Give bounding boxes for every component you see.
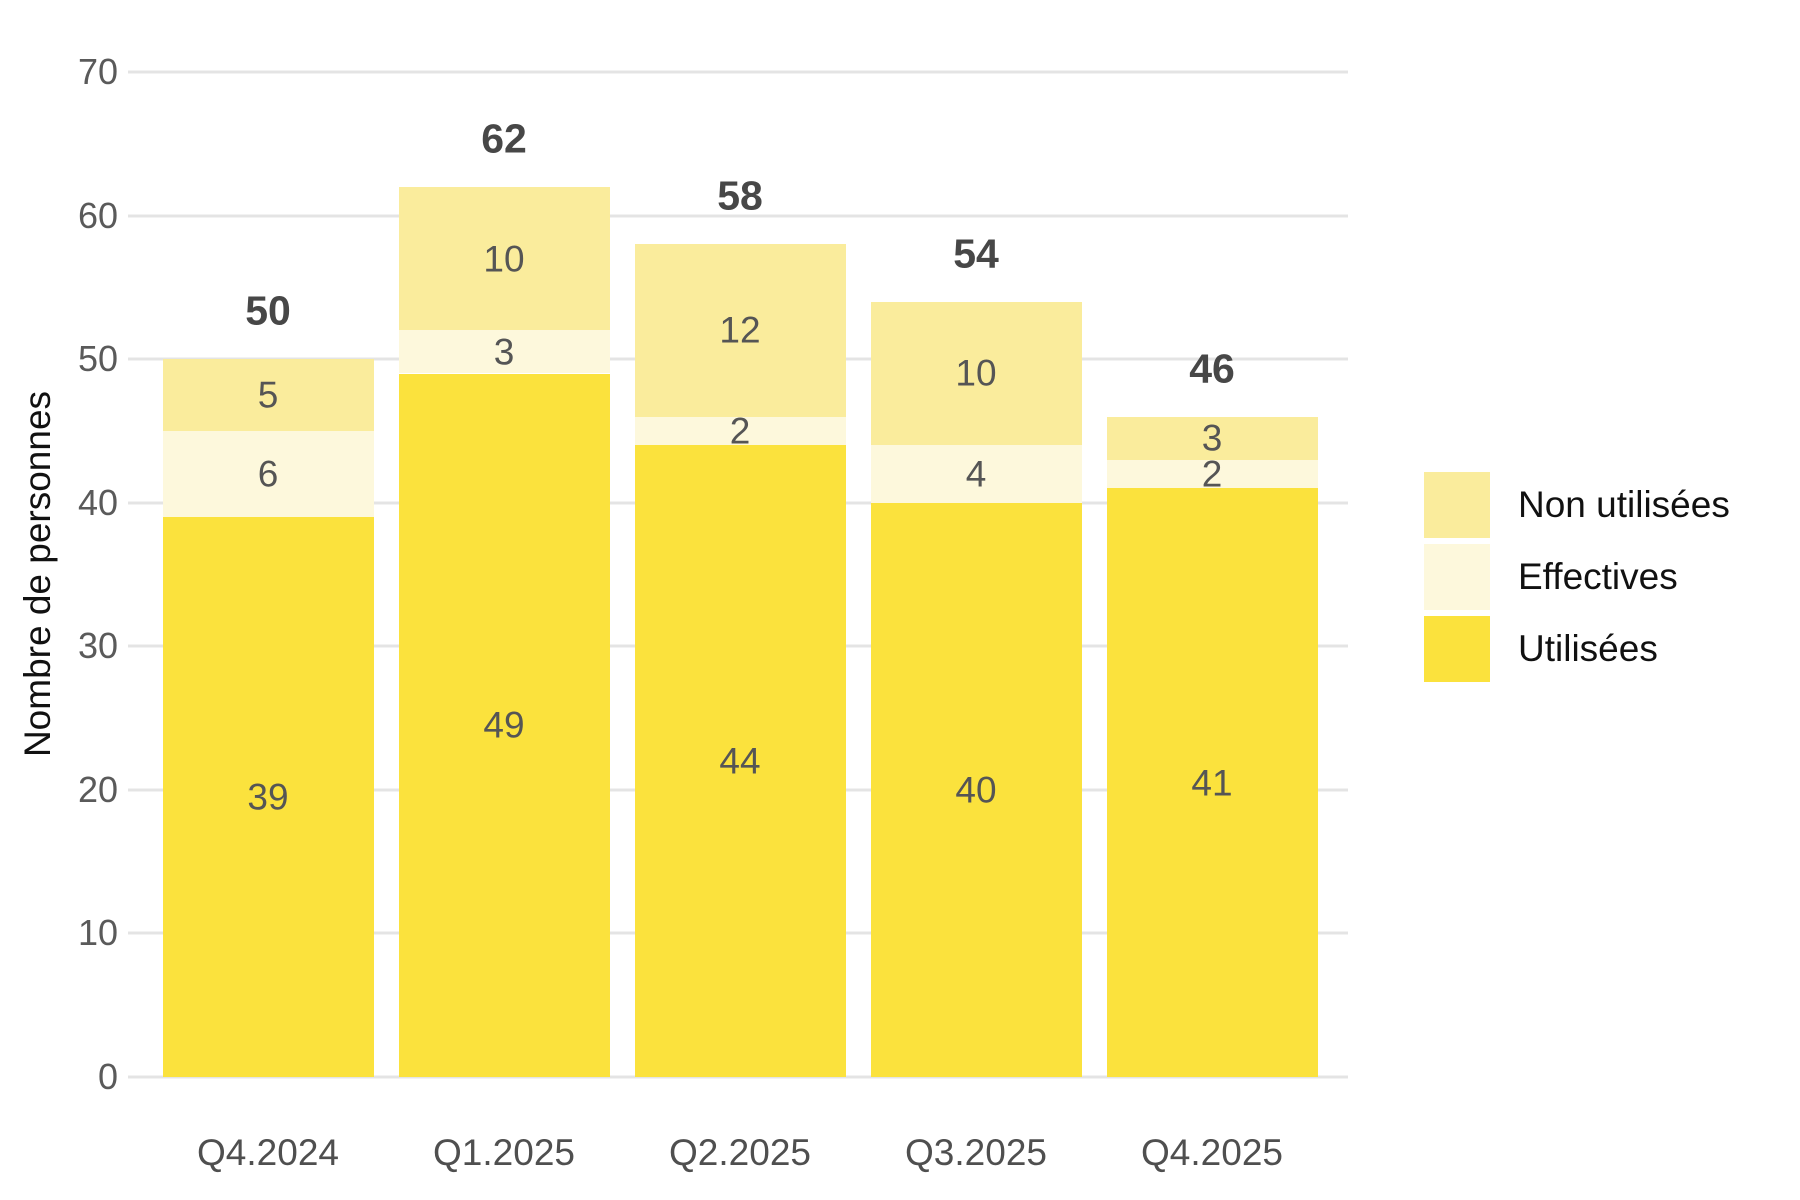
segment-value-label: 3 (493, 331, 515, 373)
y-tick-label-60: 60 (77, 194, 118, 236)
legend-label: Non utilisées (1518, 484, 1730, 525)
bar-segment-Q4.2025-Effectives: 2 (1106, 455, 1318, 492)
legend-label: Effectives (1518, 556, 1678, 597)
legend-swatch (1424, 472, 1490, 538)
bar-total-label-Q4.2024: 50 (245, 287, 291, 334)
bar-total-label-Q4.2025: 46 (1189, 345, 1235, 392)
bar-segment-Q4.2024-Utilisées: 39 (162, 517, 374, 1077)
segment-value-label: 12 (719, 309, 761, 351)
y-tick-label-0: 0 (97, 1056, 118, 1097)
x-axis-label-Q2.2025: Q2.2025 (669, 1132, 811, 1173)
bar-segment-Q4.2024-Non utilisées: 5 (162, 359, 374, 431)
legend-swatch (1424, 616, 1490, 682)
y-axis-title: Nombre de personnes (17, 390, 58, 758)
bar-segment-Q1.2025-Effectives: 3 (398, 330, 610, 374)
legend-item-Utilisées: Utilisées (1424, 616, 1730, 682)
segment-value-label: 6 (257, 453, 279, 495)
segment-value-label: 10 (955, 352, 997, 394)
gridline-y-60 (128, 214, 1348, 218)
segment-value-label: 40 (955, 769, 997, 811)
segment-value-label: 49 (483, 704, 525, 746)
bar-segment-Q1.2025-Non utilisées: 10 (398, 186, 610, 331)
y-tick-label-20: 20 (77, 768, 118, 810)
segment-value-label: 3 (1201, 417, 1223, 459)
segment-value-label: 10 (483, 238, 525, 280)
segment-value-label: 2 (729, 410, 751, 452)
y-tick-label-10: 10 (77, 912, 118, 954)
bar-segment-Q3.2025-Utilisées: 40 (870, 502, 1082, 1077)
bar-segment-Q2.2025-Utilisées: 44 (634, 445, 846, 1077)
legend-item-Non utilisées: Non utilisées (1424, 472, 1730, 538)
legend-swatch (1424, 544, 1490, 610)
bar-segment-Q4.2025-Non utilisées: 3 (1106, 416, 1318, 460)
y-tick-label-40: 40 (77, 481, 118, 523)
gridline-y-0 (128, 1075, 1348, 1079)
segment-value-label: 2 (1201, 453, 1223, 495)
segment-value-label: 41 (1191, 762, 1233, 804)
legend-label: Utilisées (1518, 628, 1658, 669)
gridline-y-70 (128, 70, 1348, 74)
bar-total-label-Q2.2025: 58 (717, 172, 763, 219)
segment-value-label: 39 (247, 776, 289, 818)
y-tick-label-30: 30 (77, 625, 118, 667)
bar-segment-Q1.2025-Utilisées: 49 (398, 373, 610, 1077)
bar-segment-Q2.2025-Effectives: 2 (634, 412, 846, 449)
x-axis-label-Q4.2025: Q4.2025 (1141, 1132, 1283, 1173)
x-axis-label-Q1.2025: Q1.2025 (433, 1132, 575, 1173)
segment-value-label: 5 (257, 374, 279, 416)
y-tick-label-70: 70 (77, 51, 118, 92)
bar-segment-Q3.2025-Effectives: 4 (870, 445, 1082, 503)
bar-segment-Q4.2024-Effectives: 6 (162, 430, 374, 518)
bar-segment-Q4.2025-Utilisées: 41 (1106, 488, 1318, 1077)
bar-total-label-Q1.2025: 62 (481, 115, 527, 162)
bar-segment-Q2.2025-Non utilisées: 12 (634, 244, 846, 417)
legend-item-Effectives: Effectives (1424, 544, 1730, 610)
legend: Non utilisées Effectives Utilisées (1424, 472, 1730, 688)
segment-value-label: 44 (719, 740, 761, 782)
bar-segment-Q3.2025-Non utilisées: 10 (870, 301, 1082, 446)
bar-total-label-Q3.2025: 54 (953, 230, 999, 277)
x-axis-label-Q3.2025: Q3.2025 (905, 1132, 1047, 1173)
x-axis-label-Q4.2024: Q4.2024 (197, 1132, 339, 1173)
y-tick-label-50: 50 (77, 338, 118, 380)
segment-value-label: 4 (965, 453, 987, 495)
